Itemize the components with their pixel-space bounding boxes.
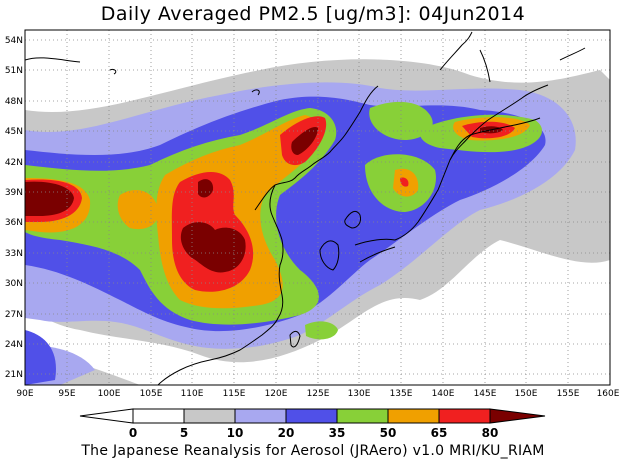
lon-tick-9: 135E	[390, 389, 413, 399]
colorbar-min-arrow	[79, 408, 134, 424]
lon-tick-6: 120E	[265, 389, 288, 399]
lat-tick-11: 54N	[5, 36, 23, 46]
colorbar-label-20: 20	[278, 426, 295, 440]
colorbar-bin-5-10	[183, 408, 236, 424]
lat-tick-10: 51N	[5, 66, 23, 76]
colorbar-bin-35-50	[336, 408, 389, 424]
lon-tick-7: 125E	[307, 389, 330, 399]
lon-tick-11: 145E	[474, 389, 497, 399]
lat-tick-9: 48N	[5, 97, 23, 107]
coastlines	[25, 31, 586, 385]
lat-tick-1: 24N	[5, 340, 23, 350]
lon-tick-14: 160E	[597, 389, 620, 399]
lat-tick-4: 33N	[5, 249, 23, 259]
colorbar-label-35: 35	[329, 426, 346, 440]
graticule	[25, 30, 610, 385]
lat-tick-5: 36N	[5, 218, 23, 228]
lon-tick-2: 100E	[98, 389, 121, 399]
lon-tick-8: 130E	[348, 389, 371, 399]
lon-tick-13: 155E	[557, 389, 580, 399]
lon-tick-10: 140E	[432, 389, 455, 399]
lon-tick-12: 150E	[515, 389, 538, 399]
lon-tick-0: 90E	[16, 389, 33, 399]
colorbar	[79, 408, 546, 424]
lat-tick-6: 39N	[5, 188, 23, 198]
colorbar-max-arrow	[489, 408, 546, 424]
colorbar-bin-10-20	[234, 408, 287, 424]
colorbar-label-65: 65	[431, 426, 448, 440]
lat-tick-2: 27N	[5, 310, 23, 320]
colorbar-label-10: 10	[227, 426, 244, 440]
lon-tick-4: 110E	[181, 389, 204, 399]
lat-tick-3: 30N	[5, 279, 23, 289]
map-title: Daily Averaged PM2.5 [ug/m3]: 04Jun2014	[100, 3, 526, 25]
lat-tick-7: 42N	[5, 158, 23, 168]
colorbar-label-50: 50	[380, 426, 397, 440]
credit-line: The Japanese Reanalysis for Aerosol (JRA…	[81, 443, 545, 459]
lon-tick-5: 115E	[223, 389, 246, 399]
lon-tick-3: 105E	[140, 389, 163, 399]
colorbar-labels: 0 5 10 20 35 50 65 80	[129, 426, 499, 440]
colorbar-label-0: 0	[129, 426, 137, 440]
level-80-plus-region	[25, 126, 503, 273]
lat-tick-8: 45N	[5, 127, 23, 137]
lon-tick-labels: 90E 95E 100E 105E 110E 115E 120E 125E 13…	[16, 389, 619, 399]
colorbar-label-80: 80	[482, 426, 499, 440]
plot-frame	[24, 29, 611, 386]
lon-tick-1: 95E	[58, 389, 75, 399]
colorbar-label-5: 5	[180, 426, 188, 440]
colorbar-bin-65-80	[438, 408, 491, 424]
colorbar-bin-50-65	[387, 408, 440, 424]
lat-tick-0: 21N	[5, 370, 23, 380]
colorbar-bin-0-5	[132, 408, 185, 424]
colorbar-bin-20-35	[285, 408, 338, 424]
lat-tick-labels: 21N 24N 27N 30N 33N 36N 39N 42N 45N 48N …	[5, 36, 23, 380]
